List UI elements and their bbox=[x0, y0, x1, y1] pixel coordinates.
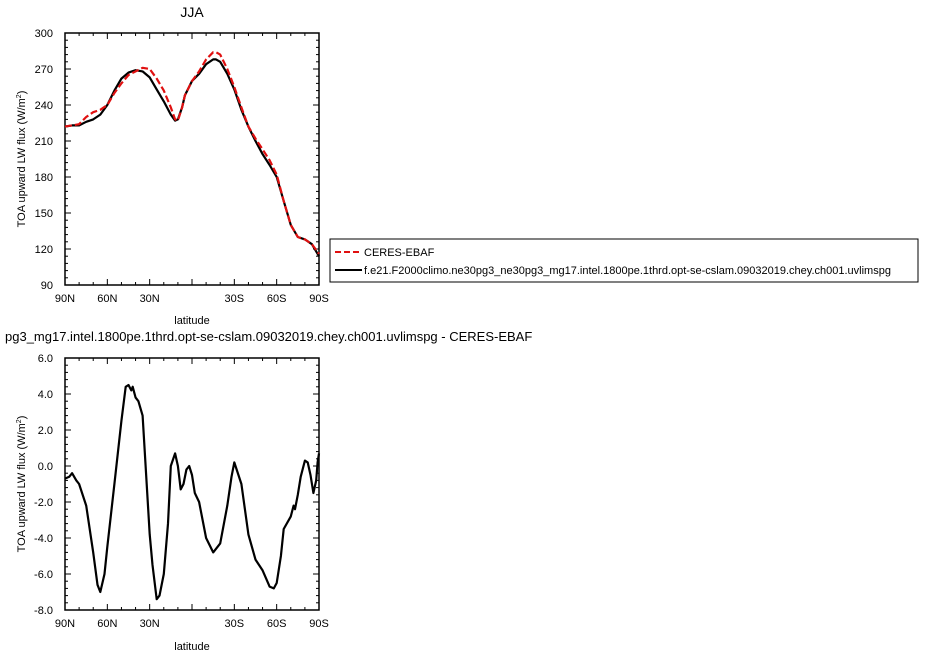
bot-x-tick-label: 90S bbox=[309, 618, 329, 630]
top-y-tick-label: 90 bbox=[41, 280, 53, 292]
bot-y-tick-label: -6.0 bbox=[34, 569, 53, 581]
top-y-axis-label: TOA upward LW flux (W/m2) bbox=[16, 91, 28, 228]
top-x-tick-label: 90N bbox=[55, 293, 75, 305]
bot-y-tick-label: 0.0 bbox=[38, 461, 53, 473]
bottom-y-axis-label-sup: 2 bbox=[16, 419, 23, 423]
top-y-tick-label: 180 bbox=[35, 172, 53, 184]
bot-x-tick-label: 60S bbox=[267, 618, 287, 630]
bottom-chart: pg3_mg17.intel.1800pe.1thrd.opt-se-cslam… bbox=[5, 329, 532, 653]
top-x-tick-label: 30N bbox=[140, 293, 160, 305]
top-y-axis-label-main: TOA upward LW flux (W/m bbox=[16, 98, 28, 227]
legend-label-model: f.e21.F2000climo.ne30pg3_ne30pg3_mg17.in… bbox=[364, 265, 891, 277]
bottom-y-axis-label: TOA upward LW flux (W/m2) bbox=[16, 416, 28, 553]
top-y-tick-label: 210 bbox=[35, 136, 53, 148]
bottom-y-axis-label-close: ) bbox=[16, 416, 28, 420]
bottom-plot-frame bbox=[64, 357, 320, 611]
top-x-tick-label: 60N bbox=[97, 293, 117, 305]
bot-series-line-0 bbox=[64, 383, 321, 601]
top-y-tick-label: 240 bbox=[35, 100, 53, 112]
top-x-tick-label: 30S bbox=[225, 293, 245, 305]
top-y-ticks: 90 120 150 180 210 240 270 300 bbox=[35, 28, 319, 292]
bot-x-tick-label: 30N bbox=[140, 618, 160, 630]
bot-y-tick-label: 2.0 bbox=[38, 425, 53, 437]
top-y-tick-label: 270 bbox=[35, 64, 53, 76]
bottom-x-axis-label: latitude bbox=[174, 641, 209, 653]
top-plot-frame bbox=[64, 32, 320, 286]
bot-y-tick-label: 4.0 bbox=[38, 389, 53, 401]
bottom-y-ticks: -8.0 -6.0 -4.0 -2.0 0.0 2.0 4.0 6.0 bbox=[34, 353, 319, 617]
top-x-axis-label: latitude bbox=[174, 315, 209, 327]
bot-y-tick-label: 6.0 bbox=[38, 353, 53, 365]
top-series-line-1 bbox=[64, 58, 320, 257]
bottom-series-lines bbox=[64, 383, 321, 601]
top-x-tick-label: 90S bbox=[309, 293, 329, 305]
bot-y-tick-label: -2.0 bbox=[34, 497, 53, 509]
bot-x-tick-label: 90N bbox=[55, 618, 75, 630]
top-chart: JJA 90N 60N 30N 30S 60S 90S 90 120 150 180 210 240… bbox=[16, 4, 919, 327]
bottom-y-axis-label-main: TOA upward LW flux (W/m bbox=[16, 423, 28, 552]
bot-x-tick-label: 60N bbox=[97, 618, 117, 630]
bottom-chart-title: pg3_mg17.intel.1800pe.1thrd.opt-se-cslam… bbox=[5, 329, 532, 344]
top-chart-title: JJA bbox=[180, 4, 204, 20]
bottom-x-ticks: 90N 60N 30N 30S 60S 90S bbox=[55, 358, 329, 630]
bot-y-tick-label: -8.0 bbox=[34, 605, 53, 617]
top-series-line-0 bbox=[64, 51, 320, 255]
bot-x-tick-label: 30S bbox=[225, 618, 245, 630]
legend-box bbox=[329, 238, 919, 283]
top-x-ticks: 90N 60N 30N 30S 60S 90S bbox=[55, 33, 329, 305]
top-y-tick-label: 120 bbox=[35, 244, 53, 256]
top-y-axis-label-sup: 2 bbox=[16, 94, 23, 98]
top-y-axis-label-close: ) bbox=[16, 91, 28, 95]
top-y-tick-label: 300 bbox=[35, 28, 53, 40]
legend: CERES-EBAF f.e21.F2000climo.ne30pg3_ne30… bbox=[329, 238, 919, 283]
legend-label-ceres: CERES-EBAF bbox=[364, 247, 435, 259]
top-x-tick-label: 60S bbox=[267, 293, 287, 305]
top-series-lines bbox=[64, 51, 320, 257]
top-y-tick-label: 150 bbox=[35, 208, 53, 220]
bot-y-tick-label: -4.0 bbox=[34, 533, 53, 545]
